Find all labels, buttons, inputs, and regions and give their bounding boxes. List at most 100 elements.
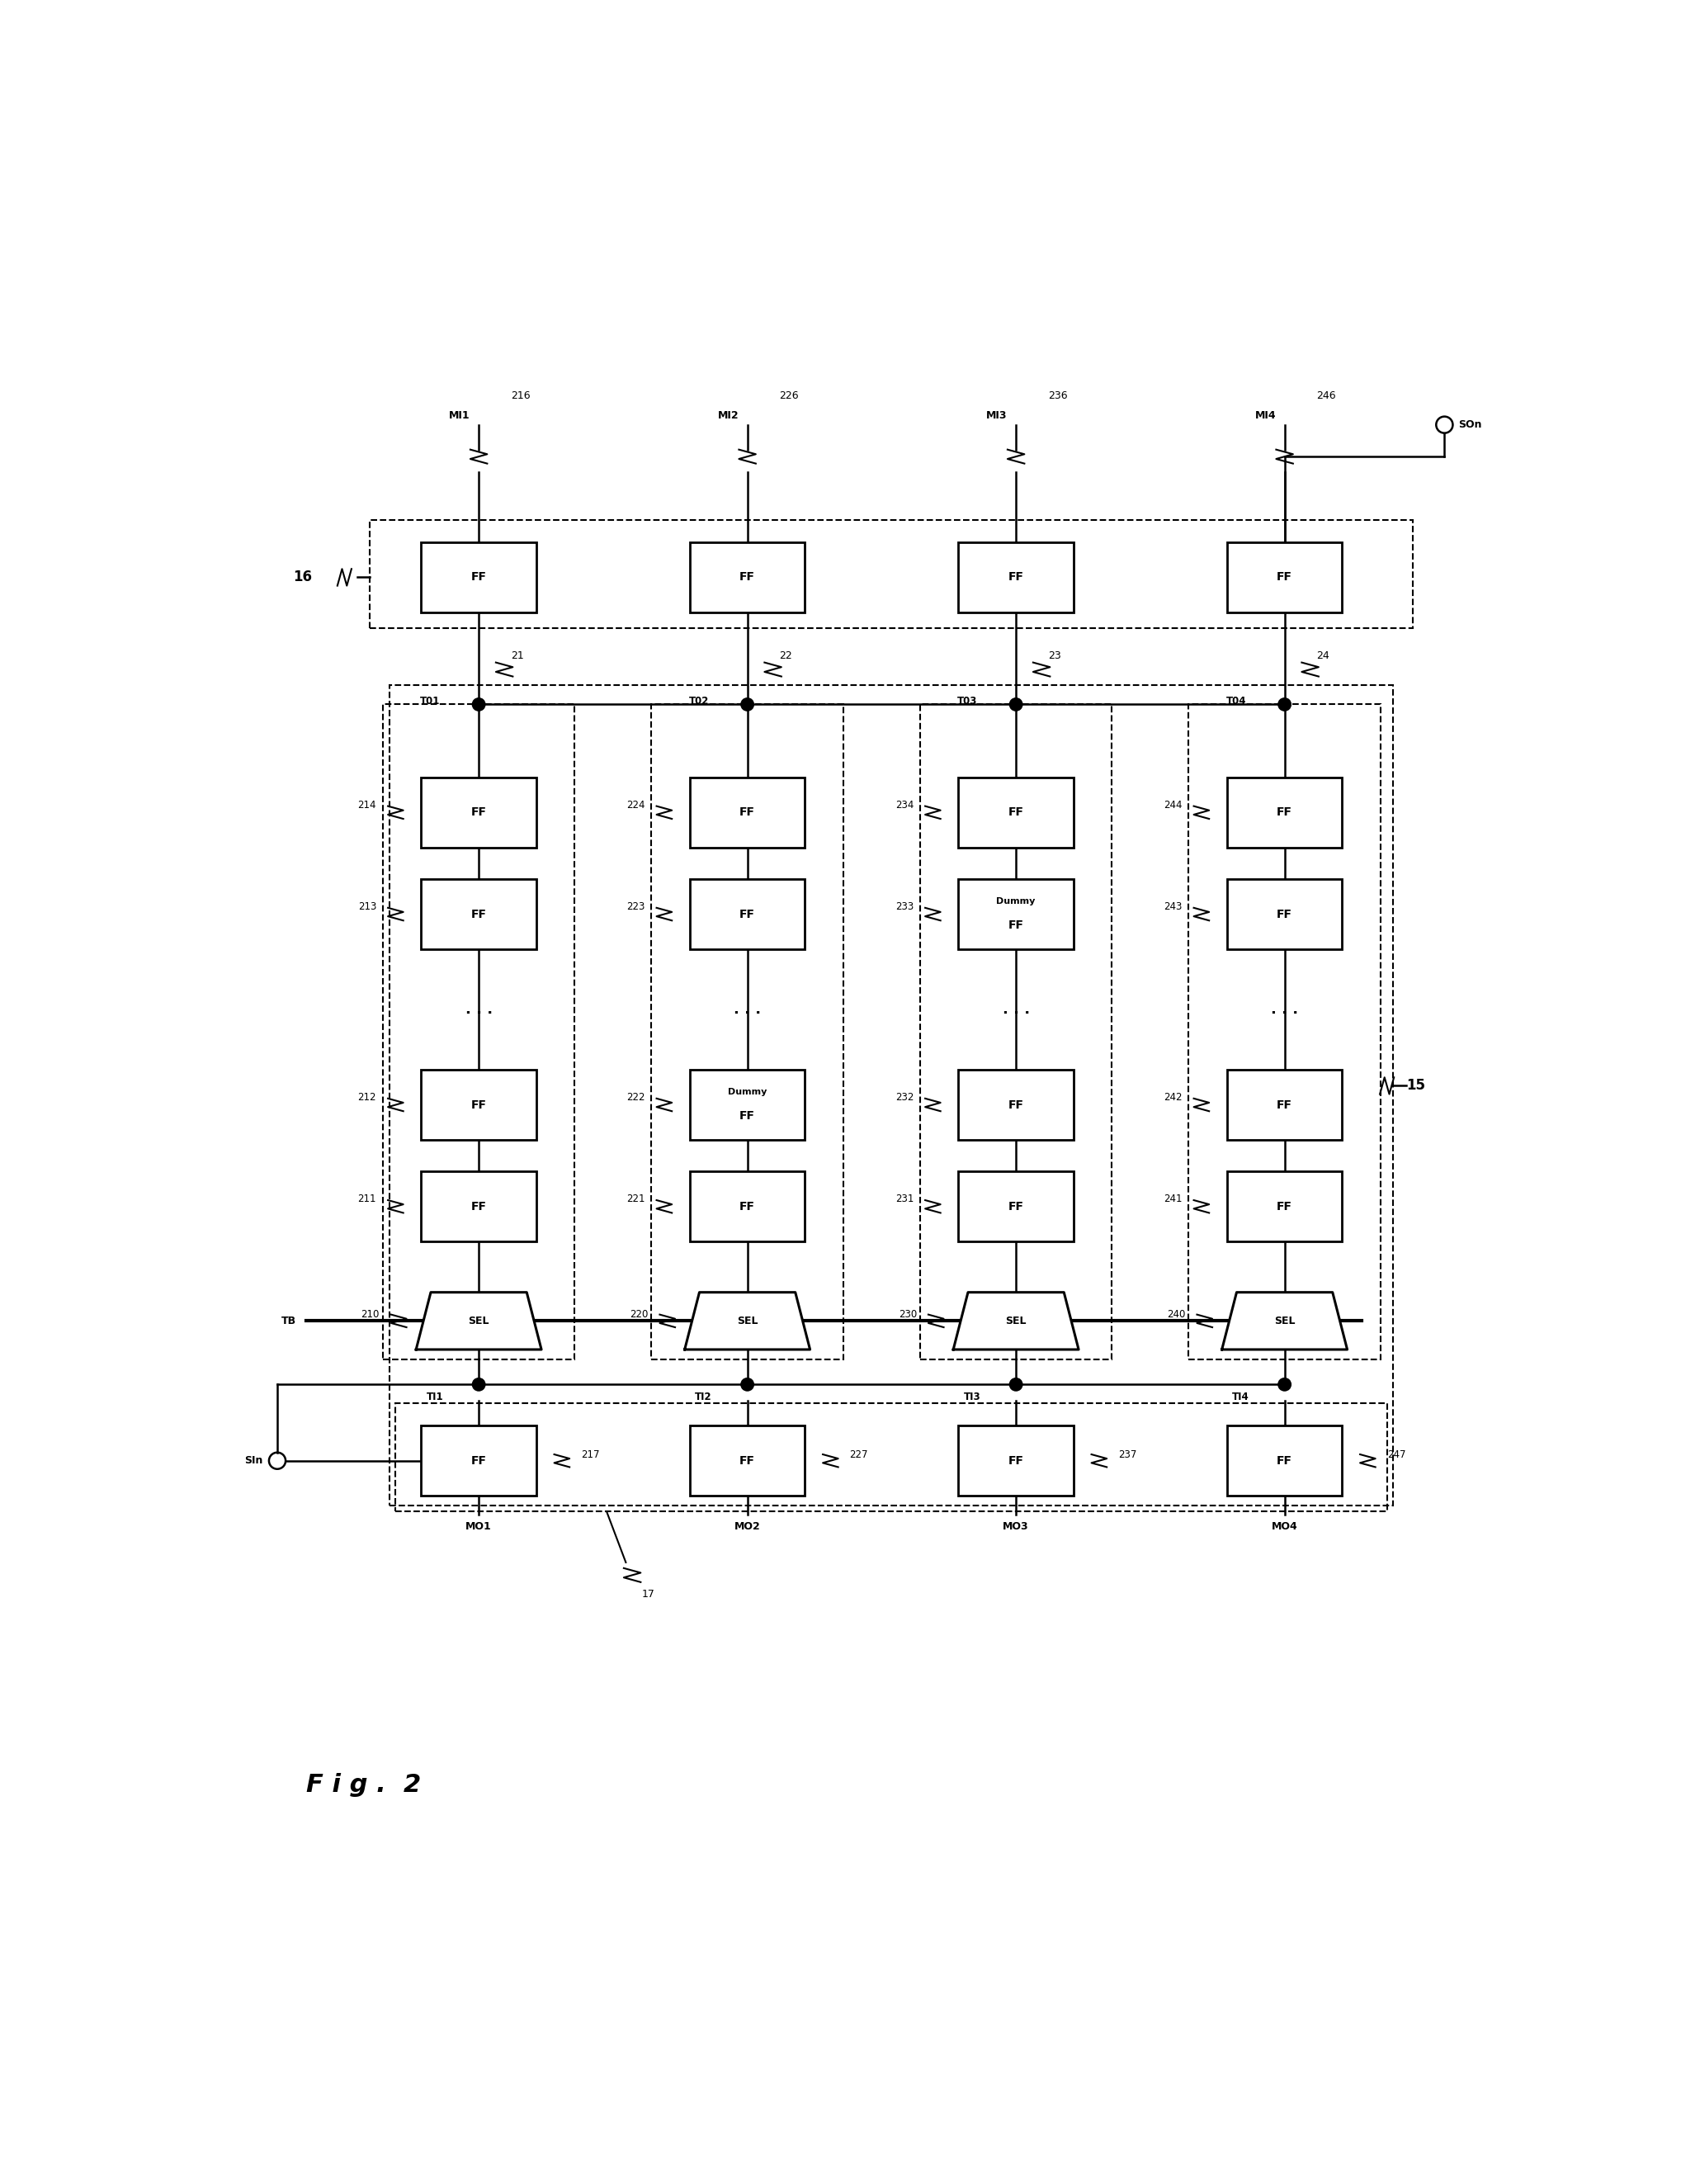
Text: 243: 243 [1163, 902, 1182, 913]
Text: 227: 227 [849, 1448, 869, 1459]
Text: Dummy: Dummy [997, 898, 1035, 906]
Text: TI2: TI2 [696, 1391, 713, 1402]
Text: 212: 212 [358, 1092, 377, 1103]
Text: FF: FF [471, 1099, 486, 1112]
Text: . . .: . . . [466, 1002, 493, 1018]
Bar [395, 1404, 1387, 1511]
Text: FF: FF [1009, 1455, 1024, 1465]
Circle shape [1278, 699, 1291, 710]
Text: 247: 247 [1387, 1448, 1405, 1459]
Text: FF: FF [740, 1201, 755, 1212]
Text: FF: FF [471, 1201, 486, 1212]
Text: T04: T04 [1225, 697, 1246, 708]
Circle shape [741, 1378, 753, 1391]
Bar [422, 1171, 536, 1241]
Circle shape [741, 699, 753, 710]
Bar [689, 1070, 805, 1140]
Text: FF: FF [1009, 1201, 1024, 1212]
Text: 15: 15 [1405, 1079, 1425, 1094]
Bar [1227, 1171, 1341, 1241]
Bar [958, 1070, 1074, 1140]
Text: MI4: MI4 [1254, 411, 1276, 422]
Text: 216: 216 [511, 391, 530, 402]
Text: FF: FF [471, 572, 486, 583]
Text: MI3: MI3 [987, 411, 1007, 422]
Text: TI3: TI3 [963, 1391, 980, 1402]
Bar [689, 778, 805, 847]
Text: MI1: MI1 [449, 411, 471, 422]
Text: FF: FF [471, 1455, 486, 1465]
Text: FF: FF [1278, 1201, 1293, 1212]
Text: 23: 23 [1047, 651, 1061, 662]
Bar [1227, 1070, 1341, 1140]
Text: 217: 217 [582, 1448, 600, 1459]
Text: 211: 211 [358, 1192, 377, 1203]
Text: MO2: MO2 [735, 1520, 760, 1531]
Text: MI2: MI2 [718, 411, 738, 422]
Text: SEL: SEL [1005, 1315, 1027, 1326]
Text: 220: 220 [630, 1308, 649, 1319]
Text: 244: 244 [1163, 799, 1182, 810]
Text: 24: 24 [1316, 651, 1330, 662]
Bar [689, 1171, 805, 1241]
Circle shape [1010, 699, 1022, 710]
Text: 21: 21 [511, 651, 524, 662]
Text: T01: T01 [420, 697, 440, 708]
Polygon shape [417, 1293, 541, 1350]
Bar [383, 705, 575, 1358]
Polygon shape [684, 1293, 810, 1350]
Text: FF: FF [1278, 572, 1293, 583]
Bar [422, 1426, 536, 1496]
Text: TB: TB [281, 1315, 296, 1326]
Bar [1188, 705, 1380, 1358]
Text: 246: 246 [1316, 391, 1336, 402]
Text: 237: 237 [1118, 1448, 1136, 1459]
Text: SEL: SEL [469, 1315, 489, 1326]
Text: 242: 242 [1163, 1092, 1182, 1103]
Text: 223: 223 [627, 902, 646, 913]
Text: FF: FF [740, 1109, 755, 1123]
Text: 233: 233 [896, 902, 914, 913]
Bar [370, 520, 1412, 629]
Polygon shape [953, 1293, 1079, 1350]
Bar [689, 880, 805, 950]
Text: FF: FF [471, 806, 486, 819]
Text: SIn: SIn [245, 1455, 264, 1465]
Text: . . .: . . . [733, 1002, 761, 1018]
Text: 232: 232 [896, 1092, 914, 1103]
Bar [1227, 880, 1341, 950]
Bar [958, 1171, 1074, 1241]
Text: 221: 221 [627, 1192, 646, 1203]
Text: 22: 22 [780, 651, 792, 662]
Text: FF: FF [740, 1455, 755, 1465]
Bar [422, 542, 536, 612]
Bar [422, 1070, 536, 1140]
Text: 17: 17 [642, 1588, 656, 1599]
Text: T02: T02 [689, 697, 709, 708]
Text: 230: 230 [898, 1308, 916, 1319]
Text: TI4: TI4 [1232, 1391, 1249, 1402]
Text: 214: 214 [358, 799, 377, 810]
Text: FF: FF [1278, 909, 1293, 919]
Text: SOn: SOn [1459, 419, 1483, 430]
Text: SEL: SEL [1274, 1315, 1294, 1326]
Bar [1227, 778, 1341, 847]
Text: FF: FF [1009, 919, 1024, 930]
Polygon shape [1222, 1293, 1346, 1350]
Bar [1227, 1426, 1341, 1496]
Text: 234: 234 [896, 799, 914, 810]
Text: TI1: TI1 [427, 1391, 444, 1402]
Text: MO4: MO4 [1271, 1520, 1298, 1531]
Bar [422, 880, 536, 950]
Text: . . .: . . . [1002, 1002, 1030, 1018]
Bar [1227, 542, 1341, 612]
Bar [958, 778, 1074, 847]
Text: 231: 231 [896, 1192, 914, 1203]
Bar [958, 1426, 1074, 1496]
Text: FF: FF [740, 572, 755, 583]
Bar [689, 1426, 805, 1496]
Text: FF: FF [1009, 1099, 1024, 1112]
Bar [920, 705, 1111, 1358]
Text: 241: 241 [1163, 1192, 1182, 1203]
Text: 224: 224 [627, 799, 646, 810]
